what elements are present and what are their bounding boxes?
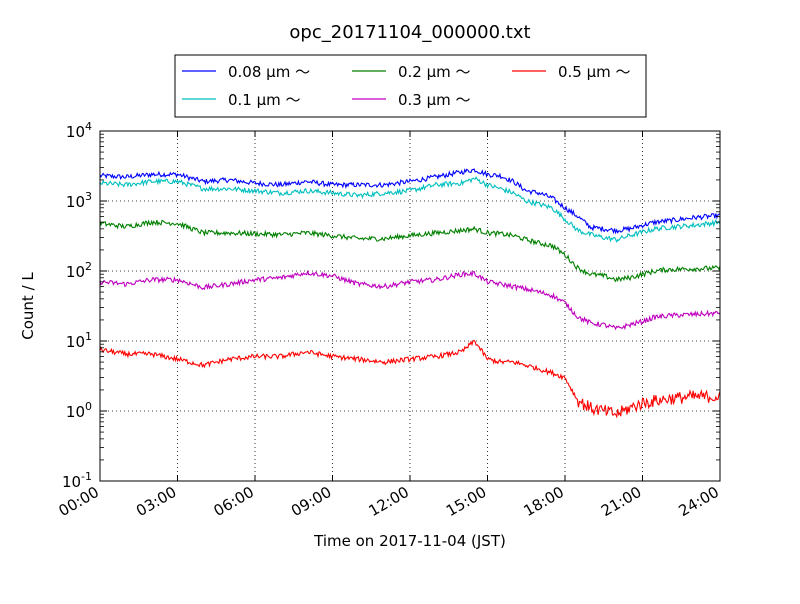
legend: 0.08 μm ～ 0.1 μm ～ 0.2 μm ～ 0.3 μm ～ 0.5 μm … [174, 54, 647, 118]
grid [100, 131, 720, 481]
legend-label: 0.1 μm ～ [228, 91, 301, 109]
legend-box [174, 54, 647, 118]
y-tick-label: 100 [66, 400, 92, 421]
chart-title: opc_20171104_000000.txt [289, 22, 530, 43]
series-line-0 [99, 168, 721, 235]
y-tick-exponent: 0 [85, 400, 92, 413]
series-line-2 [99, 219, 721, 283]
series-layer [99, 168, 721, 419]
legend-label: 0.2 μm ～ [398, 63, 471, 81]
y-tick-label: 10-1 [62, 470, 92, 491]
y-tick-base: 10 [66, 263, 85, 281]
y-tick-label: 103 [66, 190, 92, 211]
y-axis-label: Count / L [19, 272, 37, 340]
y-tick-label: 102 [66, 260, 92, 281]
series-line-3 [99, 270, 721, 331]
y-tick-base: 10 [66, 333, 85, 351]
y-tick-exponent: 2 [85, 260, 92, 273]
y-tick-exponent: 3 [85, 190, 92, 203]
series-line-1 [99, 176, 721, 243]
y-tick-base: 10 [66, 403, 85, 421]
legend-label: 0.5 μm ～ [558, 63, 631, 81]
y-tick-exponent: 1 [85, 330, 92, 343]
x-axis-label: Time on 2017-11-04 (JST) [313, 532, 506, 550]
y-tick-base: 10 [62, 473, 81, 491]
y-tick-label: 101 [66, 330, 92, 351]
y-tick-exponent: -1 [81, 470, 92, 483]
y-tick-base: 10 [66, 123, 85, 141]
y-tick-label: 104 [66, 120, 92, 141]
legend-label: 0.3 μm ～ [398, 91, 471, 109]
series-line-4 [99, 339, 721, 419]
y-tick-exponent: 4 [85, 120, 92, 133]
y-tick-base: 10 [66, 193, 85, 211]
legend-label: 0.08 μm ～ [228, 63, 310, 81]
